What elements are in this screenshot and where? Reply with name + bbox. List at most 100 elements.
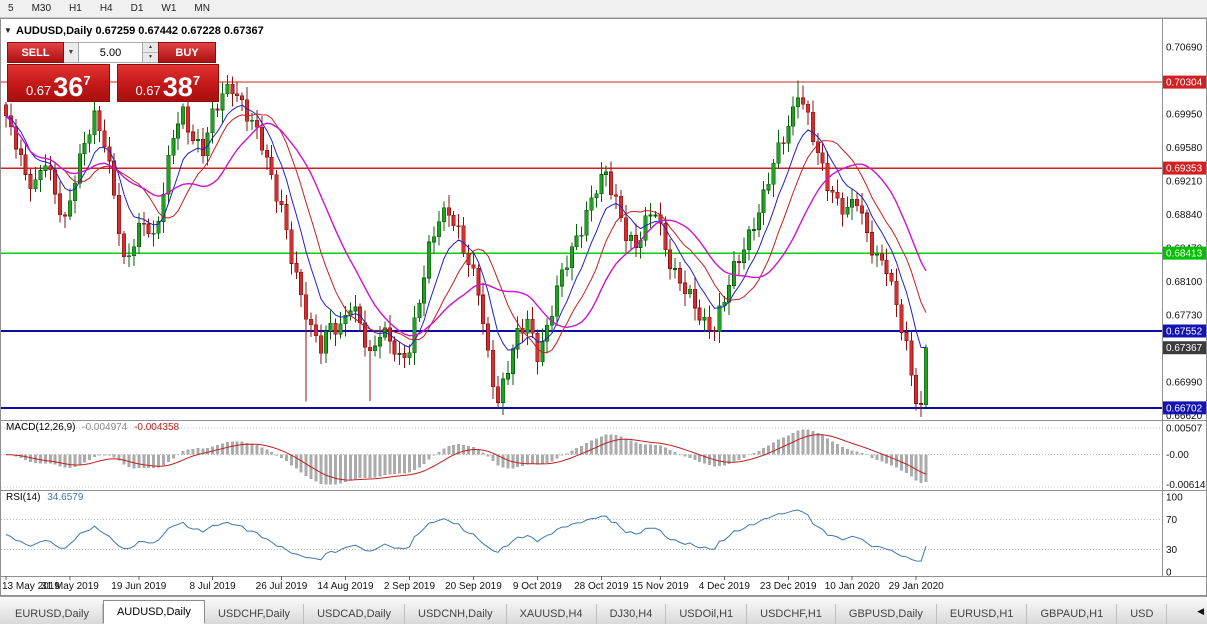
ohlc-values: 0.67259 0.67442 0.67228 0.67367	[95, 25, 264, 37]
chart-tab-audusd-daily[interactable]: AUDUSD,Daily	[102, 600, 205, 624]
chart-tab-usd[interactable]: USD	[1117, 604, 1168, 624]
svg-text:0.70690: 0.70690	[1166, 43, 1203, 54]
svg-text:10 Jan 2020: 10 Jan 2020	[825, 581, 880, 592]
buy-price-display[interactable]: 0.67 38 7	[116, 64, 219, 102]
tab-scroll-left-button[interactable]: ◀	[1197, 606, 1204, 616]
svg-text:9 Oct 2019: 9 Oct 2019	[513, 581, 562, 592]
chart-tab-usdcnh-daily[interactable]: USDCNH,Daily	[405, 604, 507, 624]
volume-dropdown-button[interactable]: ▼	[64, 42, 79, 63]
volume-input[interactable]	[79, 42, 143, 63]
svg-text:0.68840: 0.68840	[1166, 210, 1203, 221]
buy-price-pipette: 7	[192, 73, 201, 88]
chart-tabs-bar: EURUSD,Daily AUDUSD,Daily USDCHF,Daily USDC…	[0, 596, 1207, 624]
chart-ohlc-title: AUDUSD,Daily 0.67259 0.67442 0.67228 0.6…	[16, 25, 264, 37]
svg-text:15 Nov 2019: 15 Nov 2019	[632, 581, 689, 592]
macd-main-value: -0.004974	[82, 422, 128, 433]
timeframe-button-h4[interactable]: H4	[94, 2, 119, 15]
rsi-axis-labels: 100 70 30 0	[1166, 493, 1183, 579]
svg-text:-0.00614: -0.00614	[1166, 480, 1206, 491]
sell-price-big-digits: 36	[53, 72, 84, 102]
svg-text:8 Jul 2019: 8 Jul 2019	[190, 581, 237, 592]
svg-text:0: 0	[1166, 568, 1172, 579]
svg-text:0.69950: 0.69950	[1166, 110, 1203, 121]
svg-text:0.00507: 0.00507	[1166, 424, 1203, 435]
chart-tab-dj30-h4[interactable]: DJ30,H4	[597, 604, 667, 624]
svg-text:0.66990: 0.66990	[1166, 377, 1203, 388]
timeframe-button-m30[interactable]: M30	[26, 2, 57, 15]
macd-name: MACD(12,26,9)	[6, 422, 76, 433]
rsi-line	[5, 509, 927, 562]
support-resistance-lines[interactable]	[1, 81, 1162, 409]
candlestick-series	[4, 74, 929, 418]
chart-tab-usdchf-h1[interactable]: USDCHF,H1	[747, 604, 836, 624]
timeframe-toolbar: 5 M30 H1 H4 D1 W1 MN	[0, 0, 1207, 18]
rsi-name: RSI(14)	[6, 492, 41, 503]
ma-medium-line	[5, 113, 927, 354]
svg-text:-0.00: -0.00	[1166, 450, 1189, 461]
buy-price-big-digits: 38	[162, 72, 193, 102]
svg-text:20 Sep 2019: 20 Sep 2019	[445, 581, 502, 592]
svg-text:30: 30	[1166, 545, 1178, 556]
svg-text:0.67367: 0.67367	[1166, 343, 1203, 354]
volume-decrease-button[interactable]: ▼	[143, 53, 158, 62]
buy-button[interactable]: BUY	[158, 42, 216, 63]
svg-text:0.70304: 0.70304	[1166, 78, 1203, 89]
macd-histogram	[9, 429, 928, 485]
macd-signal-value: -0.004358	[134, 422, 180, 433]
svg-text:14 Aug 2019: 14 Aug 2019	[317, 581, 374, 592]
svg-text:19 Jun 2019: 19 Jun 2019	[111, 581, 166, 592]
timeframe-button-mn[interactable]: MN	[188, 2, 216, 15]
svg-text:4 Dec 2019: 4 Dec 2019	[699, 581, 751, 592]
chart-canvas[interactable]: 0.70690 0.69950 0.69580 0.69210 0.68840 0.684…	[0, 18, 1207, 596]
sell-price-prefix: 0.67	[25, 83, 52, 98]
svg-text:0.67552: 0.67552	[1166, 326, 1203, 337]
svg-text:31 May 2019: 31 May 2019	[41, 581, 99, 592]
ma-fast-line	[5, 104, 926, 351]
chart-tab-eurusd-h1[interactable]: EURUSD,H1	[937, 604, 1028, 624]
sell-button[interactable]: SELL	[7, 42, 64, 63]
rsi-grid	[1, 519, 1162, 550]
svg-text:0.66620: 0.66620	[1166, 411, 1203, 422]
chart-tab-eurusd-daily[interactable]: EURUSD,Daily	[2, 604, 103, 624]
svg-text:2 Sep 2019: 2 Sep 2019	[384, 581, 436, 592]
buy-price-prefix: 0.67	[135, 83, 161, 98]
symbol-period-label: AUDUSD,Daily	[16, 25, 93, 37]
chart-tab-usdcad-daily[interactable]: USDCAD,Daily	[304, 604, 406, 624]
chart-tab-usdoil-h1[interactable]: USDOil,H1	[666, 604, 748, 624]
macd-indicator-label: MACD(12,26,9) -0.004974 -0.004358	[6, 422, 179, 433]
chart-tab-gbpaud-h1[interactable]: GBPAUD,H1	[1027, 604, 1118, 624]
timeframe-button-h1[interactable]: H1	[63, 2, 88, 15]
svg-text:26 Jul 2019: 26 Jul 2019	[256, 581, 308, 592]
sell-price-pipette: 7	[83, 73, 91, 88]
price-axis-labels: 0.70690 0.69950 0.69580 0.69210 0.68840 0.684…	[1166, 43, 1203, 422]
timeframe-button-5[interactable]: 5	[2, 2, 20, 15]
macd-grid	[1, 427, 1162, 488]
rsi-value: 34.6579	[47, 492, 84, 503]
svg-text:100: 100	[1166, 493, 1183, 504]
svg-text:0.68413: 0.68413	[1166, 249, 1203, 260]
macd-axis-labels: 0.00507 -0.00 -0.00614	[1166, 424, 1206, 492]
svg-text:0.68100: 0.68100	[1166, 277, 1203, 288]
chart-tab-gbpusd-daily[interactable]: GBPUSD,Daily	[836, 604, 937, 624]
chart-tab-usdchf-daily[interactable]: USDCHF,Daily	[205, 604, 305, 624]
chart-tab-xauusd-h4[interactable]: XAUUSD,H4	[507, 604, 597, 624]
timeframe-button-w1[interactable]: W1	[155, 2, 182, 15]
one-click-trading-panel: SELL ▼ ▲ ▼ BUY 0.67 36 7 0.67 38 7	[7, 42, 219, 102]
ma-slow-line	[5, 115, 927, 337]
chart-window: 0.70690 0.69950 0.69580 0.69210 0.68840 0.684…	[0, 18, 1207, 596]
svg-text:0.66702: 0.66702	[1166, 403, 1203, 414]
volume-stepper: ▲ ▼	[143, 42, 158, 63]
svg-text:29 Jan 2020: 29 Jan 2020	[889, 581, 944, 592]
svg-text:28 Oct 2019: 28 Oct 2019	[574, 581, 629, 592]
macd-signal-line	[5, 434, 927, 481]
svg-text:0.69580: 0.69580	[1166, 143, 1203, 154]
svg-text:13 May 2019: 13 May 2019	[2, 581, 60, 592]
pane-separators	[0, 18, 1207, 596]
svg-text:70: 70	[1166, 515, 1178, 526]
svg-text:0.69353: 0.69353	[1166, 164, 1203, 175]
sell-price-display[interactable]: 0.67 36 7	[7, 64, 110, 102]
timeframe-button-d1[interactable]: D1	[125, 2, 150, 15]
volume-increase-button[interactable]: ▲	[143, 43, 158, 53]
one-click-collapse-icon[interactable]: ▼	[4, 26, 12, 35]
